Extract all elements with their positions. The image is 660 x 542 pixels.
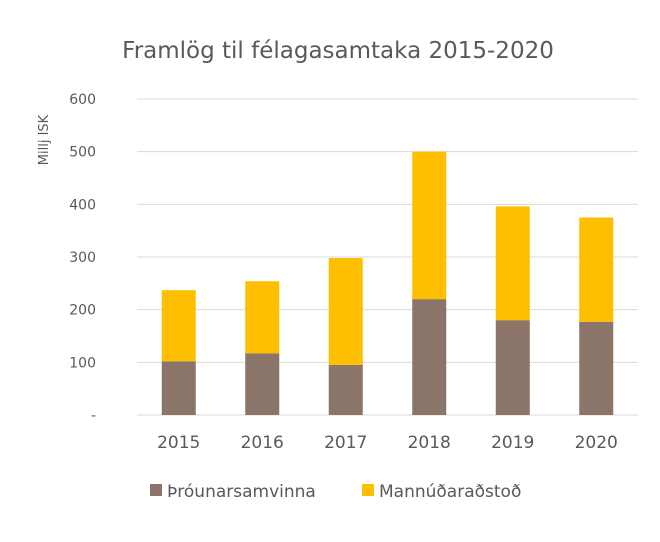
bar-mannudaradstod-2017 [328,258,363,365]
legend-swatch [150,484,162,496]
bar-throunarsamvinna-2017 [328,364,363,415]
y-axis-label: Millj ISK [37,114,52,165]
bar-throunarsamvinna-2020 [579,321,614,415]
y-tick-label: 200 [69,303,96,319]
legend: Þróunarsamvinna Mannúðaraðstoð [150,482,521,502]
bar-throunarsamvinna-2018 [412,299,447,415]
y-tick-label: 100 [69,355,96,371]
bar-throunarsamvinna-2016 [245,353,280,415]
y-axis-ticks: - 100 200 300 400 500 600 [69,92,96,424]
x-tick-label: 2017 [324,433,367,453]
legend-label: Þróunarsamvinna [167,482,316,502]
y-tick-label: - [91,408,96,424]
bar-mannudaradstod-2015 [161,290,196,362]
y-tick-label: 500 [69,145,96,161]
x-tick-label: 2015 [157,433,200,453]
bar-throunarsamvinna-2019 [495,320,530,415]
bar-mannudaradstod-2018 [412,151,447,300]
bar-mannudaradstod-2016 [245,281,280,354]
legend-label: Mannúðaraðstoð [379,482,521,502]
x-tick-label: 2016 [241,433,284,453]
y-tick-label: 400 [69,197,96,213]
x-tick-label: 2019 [491,433,534,453]
x-tick-label: 2018 [408,433,451,453]
chart-title: Framlög til félagasamtaka 2015-2020 [122,38,554,64]
x-axis-ticks: 2015 2016 2017 2018 2019 2020 [157,433,618,453]
bars [161,151,614,415]
bar-throunarsamvinna-2015 [161,361,196,415]
y-tick-label: 600 [69,92,96,108]
y-tick-label: 300 [69,250,96,266]
x-tick-label: 2020 [575,433,618,453]
gridlines [137,98,638,416]
bar-mannudaradstod-2019 [495,206,530,321]
legend-swatch [362,484,374,496]
bar-mannudaradstod-2020 [579,217,614,322]
